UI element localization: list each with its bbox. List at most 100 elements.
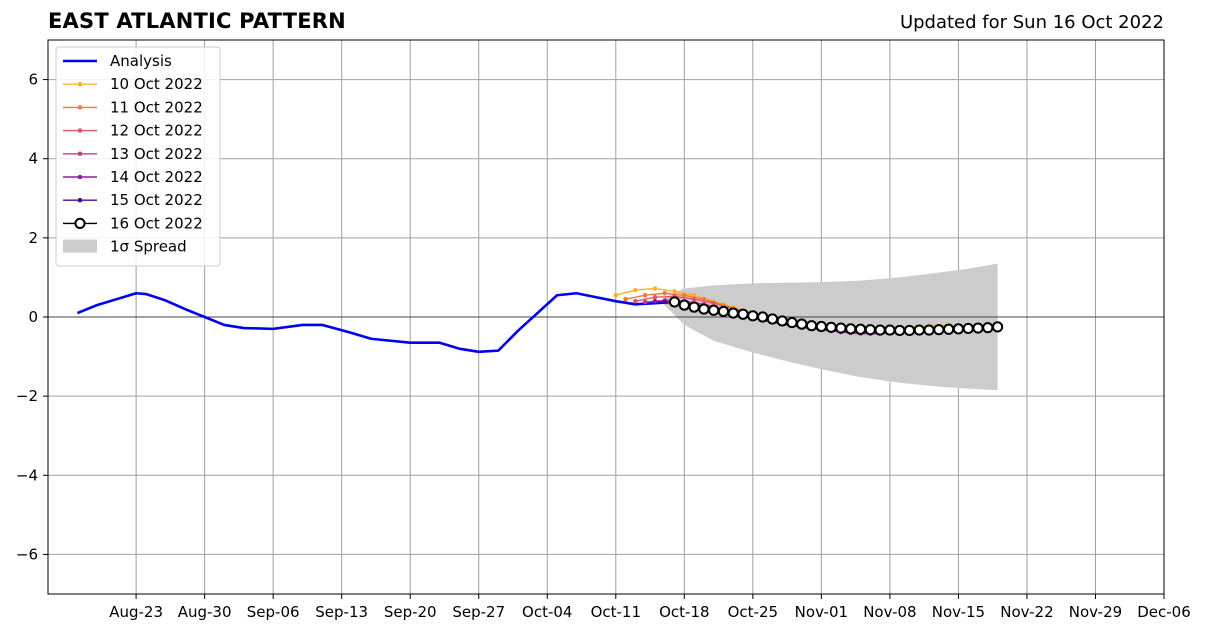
series-point — [913, 324, 925, 336]
series-point — [982, 322, 994, 334]
series-point — [854, 323, 867, 335]
x-tick-label: Sep-20 — [384, 603, 437, 621]
x-tick-label: Nov-15 — [932, 603, 985, 621]
x-tick-label: Oct-18 — [659, 603, 709, 621]
series-point — [943, 323, 955, 335]
x-tick-label: Sep-06 — [247, 603, 300, 621]
y-tick-label: −2 — [16, 387, 38, 405]
legend-marker — [77, 197, 83, 203]
legend-item: 10 Oct 2022 — [63, 75, 203, 93]
legend-item: 1σ Spread — [63, 238, 187, 256]
series-point — [642, 299, 648, 305]
legend-label: 1σ Spread — [110, 238, 187, 256]
series-point — [652, 286, 658, 291]
series-point — [711, 300, 716, 306]
legend-marker — [77, 81, 83, 87]
series-point — [652, 298, 658, 304]
legend-marker — [77, 105, 83, 110]
series-point — [903, 324, 916, 337]
series-point — [894, 324, 906, 337]
legend-marker — [77, 151, 83, 157]
series-point — [698, 303, 710, 315]
y-tick-label: −4 — [16, 466, 38, 484]
legend-label: 13 Oct 2022 — [110, 145, 203, 163]
series-point — [613, 292, 619, 298]
series-point — [642, 292, 648, 298]
series-point — [796, 318, 808, 330]
legend-item: Analysis — [63, 52, 172, 70]
y-tick-label: 0 — [28, 308, 38, 326]
axes: Aug-23 Aug-30 Sep-06 Sep-13 Sep-20 Sep-27 Oct-… — [16, 39, 1191, 621]
y-tick-label: −6 — [16, 545, 38, 563]
series-point — [923, 324, 935, 336]
legend-item: 12 Oct 2022 — [63, 122, 203, 140]
legend-item: 13 Oct 2022 — [63, 145, 203, 163]
legend-marker — [77, 174, 83, 180]
series-lines — [76, 286, 1004, 354]
y-tick-label: 6 — [28, 71, 38, 89]
series-point — [766, 313, 779, 325]
x-tick-label: Nov-01 — [795, 603, 848, 621]
series-point — [776, 315, 788, 327]
x-tick-label: Oct-25 — [728, 603, 778, 621]
series-point — [662, 299, 668, 305]
series-point — [805, 320, 818, 332]
series-point — [747, 310, 759, 322]
series-point — [633, 298, 638, 304]
plot-frame — [47, 39, 1165, 595]
series-point — [933, 324, 945, 336]
series-point — [682, 292, 687, 298]
x-tick-label: Dec-06 — [1137, 603, 1191, 621]
series-point — [825, 321, 837, 333]
chart-subtitle: Updated for Sun 16 Oct 2022 — [899, 12, 1164, 33]
legend-item: 15 Oct 2022 — [63, 191, 203, 209]
y-tick-label: 4 — [28, 150, 38, 168]
x-tick-label: Aug-23 — [109, 603, 163, 621]
legend-marker — [74, 217, 86, 229]
y-tick-label: 2 — [28, 229, 38, 247]
series-point — [874, 324, 886, 336]
chart-title: EAST ATLANTIC PATTERN — [48, 9, 346, 33]
series-16-oct-2022 — [668, 296, 1004, 337]
series-point — [757, 311, 769, 323]
legend-label: 10 Oct 2022 — [110, 75, 203, 93]
x-tick-label: Nov-22 — [1000, 603, 1053, 621]
legend-item: 16 Oct 2022 — [63, 214, 203, 232]
legend-label: 12 Oct 2022 — [110, 122, 203, 140]
series-point — [727, 307, 739, 319]
legend-label: 14 Oct 2022 — [110, 168, 203, 186]
series-point — [962, 322, 974, 335]
series-point — [815, 320, 827, 333]
series-point — [884, 324, 896, 336]
series-point — [672, 288, 677, 294]
series-point — [678, 299, 690, 311]
analysis-line — [76, 291, 675, 354]
series-point — [835, 322, 847, 334]
legend-box — [55, 46, 221, 267]
legend-item: 14 Oct 2022 — [63, 168, 203, 186]
series-point — [991, 321, 1004, 333]
series-point — [668, 296, 681, 308]
series-point — [652, 294, 658, 300]
x-tick-label: Sep-27 — [452, 603, 505, 621]
series-point — [952, 323, 965, 335]
x-tick-label: Nov-29 — [1069, 603, 1122, 621]
x-tick-label: Nov-08 — [863, 603, 916, 621]
x-tick-label: Oct-04 — [522, 603, 572, 621]
legend-label: 15 Oct 2022 — [110, 191, 203, 209]
legend-label: 16 Oct 2022 — [110, 214, 203, 232]
series-point — [845, 323, 857, 335]
series-point — [633, 287, 638, 293]
legend-marker — [77, 128, 83, 133]
x-tick-label: Aug-30 — [178, 603, 232, 621]
legend: Analysis 10 Oct 2022 11 Oct 2022 12 Oct 202… — [55, 46, 221, 267]
series-point — [717, 305, 730, 318]
series-point — [864, 324, 876, 336]
legend-label: 11 Oct 2022 — [110, 98, 203, 116]
series-point — [623, 296, 628, 302]
x-tick-label: Oct-11 — [591, 603, 641, 621]
series-point — [786, 316, 798, 329]
series-point — [688, 301, 700, 313]
legend-swatch — [63, 239, 97, 253]
